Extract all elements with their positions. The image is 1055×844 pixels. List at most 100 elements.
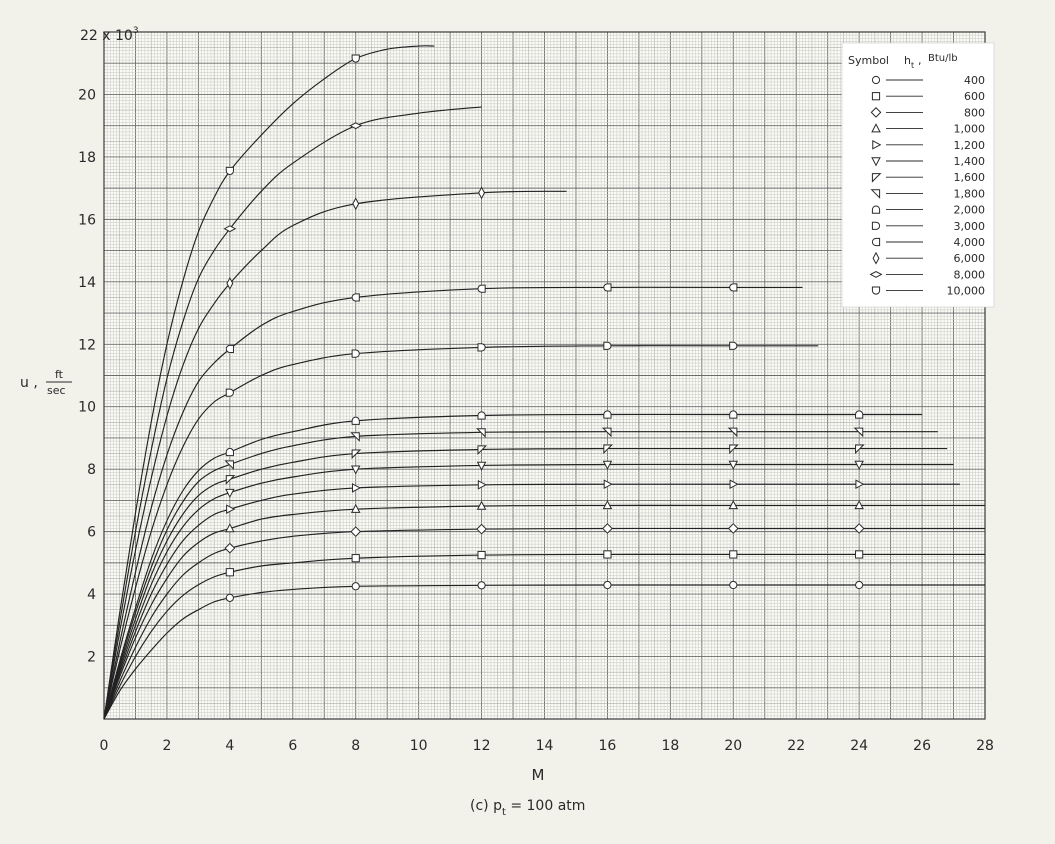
data-point-marker	[601, 427, 612, 438]
data-point-marker	[476, 428, 486, 438]
y-tick-label: 14	[78, 275, 96, 291]
y-tick-label: 12	[78, 337, 96, 353]
series-line	[103, 584, 985, 720]
series-line	[103, 106, 482, 720]
legend-entries: 400 600 800 1,000 1,200 1,400 1,600 1,800 2,000 3…	[869, 74, 986, 298]
data-point-marker	[223, 225, 237, 233]
legend-entry: 1,800	[870, 187, 985, 200]
legend-label: 6,000	[954, 252, 986, 265]
y-axis-title-prefix: u ,	[20, 375, 38, 391]
y-axis-title-numerator: ft	[55, 368, 64, 381]
legend-entry: 3,000	[871, 220, 985, 233]
series-600	[103, 550, 985, 720]
data-point-marker	[729, 283, 738, 292]
data-point-marker	[477, 480, 487, 490]
legend-label: 400	[964, 74, 985, 87]
series-line	[103, 553, 985, 720]
series-line	[103, 463, 954, 720]
data-point-marker	[728, 500, 739, 510]
data-point-marker	[350, 465, 361, 475]
legend-box	[841, 42, 995, 308]
legend-marker	[871, 75, 881, 85]
legend-entry: 800	[870, 106, 985, 119]
data-point-marker	[729, 410, 738, 419]
legend-entry: 8,000	[869, 268, 985, 281]
data-point-marker	[729, 580, 738, 590]
y-multiplier-label: 22 x 103	[80, 26, 139, 44]
data-point-marker	[349, 122, 363, 130]
series-10000	[103, 45, 435, 720]
legend-entry: 2,000	[871, 204, 986, 217]
data-point-marker	[225, 488, 235, 498]
data-point-marker	[351, 449, 362, 460]
series-line	[103, 431, 938, 720]
data-point-marker	[226, 276, 234, 290]
data-point-marker	[351, 416, 360, 425]
data-point-marker	[352, 197, 360, 211]
series-line	[103, 447, 948, 720]
data-point-marker	[351, 349, 360, 358]
x-tick-label: 6	[288, 738, 297, 754]
data-point-marker	[477, 581, 486, 590]
x-tick-label: 28	[976, 738, 994, 754]
data-point-marker	[350, 503, 361, 513]
legend-entry: 400	[871, 74, 985, 87]
data-point-marker	[225, 593, 234, 602]
legend-marker	[871, 123, 881, 133]
data-series	[103, 45, 985, 720]
data-point-marker	[727, 523, 739, 534]
series-line	[103, 413, 923, 720]
x-tick-label: 4	[225, 738, 234, 754]
data-point-marker	[225, 568, 234, 577]
y-tick-label: 8	[87, 462, 96, 478]
data-point-marker	[854, 460, 864, 470]
legend-marker	[871, 237, 881, 247]
legend-header-comma: ,	[918, 54, 922, 67]
series-1200	[103, 479, 960, 720]
x-tick-label: 10	[410, 738, 428, 754]
x-tick-label: 26	[913, 738, 931, 754]
data-point-marker	[603, 341, 612, 350]
y-tick-label: 20	[78, 87, 96, 103]
x-axis-title: M	[532, 766, 545, 784]
x-tick-label: 0	[100, 738, 109, 754]
legend-marker	[871, 286, 881, 295]
x-tick-label: 12	[473, 738, 491, 754]
data-point-marker	[853, 427, 864, 438]
series-8000	[103, 106, 482, 720]
x-tick-label: 2	[162, 738, 171, 754]
data-point-marker	[729, 550, 738, 559]
legend-entry: 1,000	[871, 123, 985, 136]
legend-label: 2,000	[954, 204, 986, 217]
legend-marker	[872, 251, 880, 265]
data-point-marker	[477, 445, 488, 456]
data-point-marker	[477, 550, 486, 560]
data-point-marker	[226, 504, 236, 514]
legend-header-variable: ht	[904, 54, 914, 70]
data-point-marker	[854, 500, 864, 510]
legend-marker	[872, 140, 882, 150]
data-point-marker	[602, 523, 613, 534]
data-point-marker	[602, 460, 613, 470]
legend-marker	[871, 205, 881, 214]
data-point-marker	[478, 186, 486, 200]
legend-marker	[871, 221, 881, 230]
data-point-marker	[603, 550, 612, 559]
legend-entry: 4,000	[871, 236, 985, 249]
x-tick-label: 16	[599, 738, 617, 754]
legend-entry: 6,000	[872, 251, 986, 265]
y-tick-label: 6	[87, 525, 96, 541]
data-point-marker	[603, 444, 613, 455]
x-tick-label: 8	[351, 738, 360, 754]
data-point-marker	[855, 479, 865, 489]
series-4000	[103, 283, 803, 720]
series-line	[103, 190, 567, 720]
series-2000	[103, 410, 923, 720]
legend-label: 1,200	[954, 139, 986, 152]
data-point-marker	[477, 284, 486, 293]
data-point-marker	[351, 582, 360, 591]
y-tick-label: 2	[87, 650, 96, 666]
data-point-marker	[351, 54, 360, 63]
data-point-marker	[476, 523, 487, 535]
